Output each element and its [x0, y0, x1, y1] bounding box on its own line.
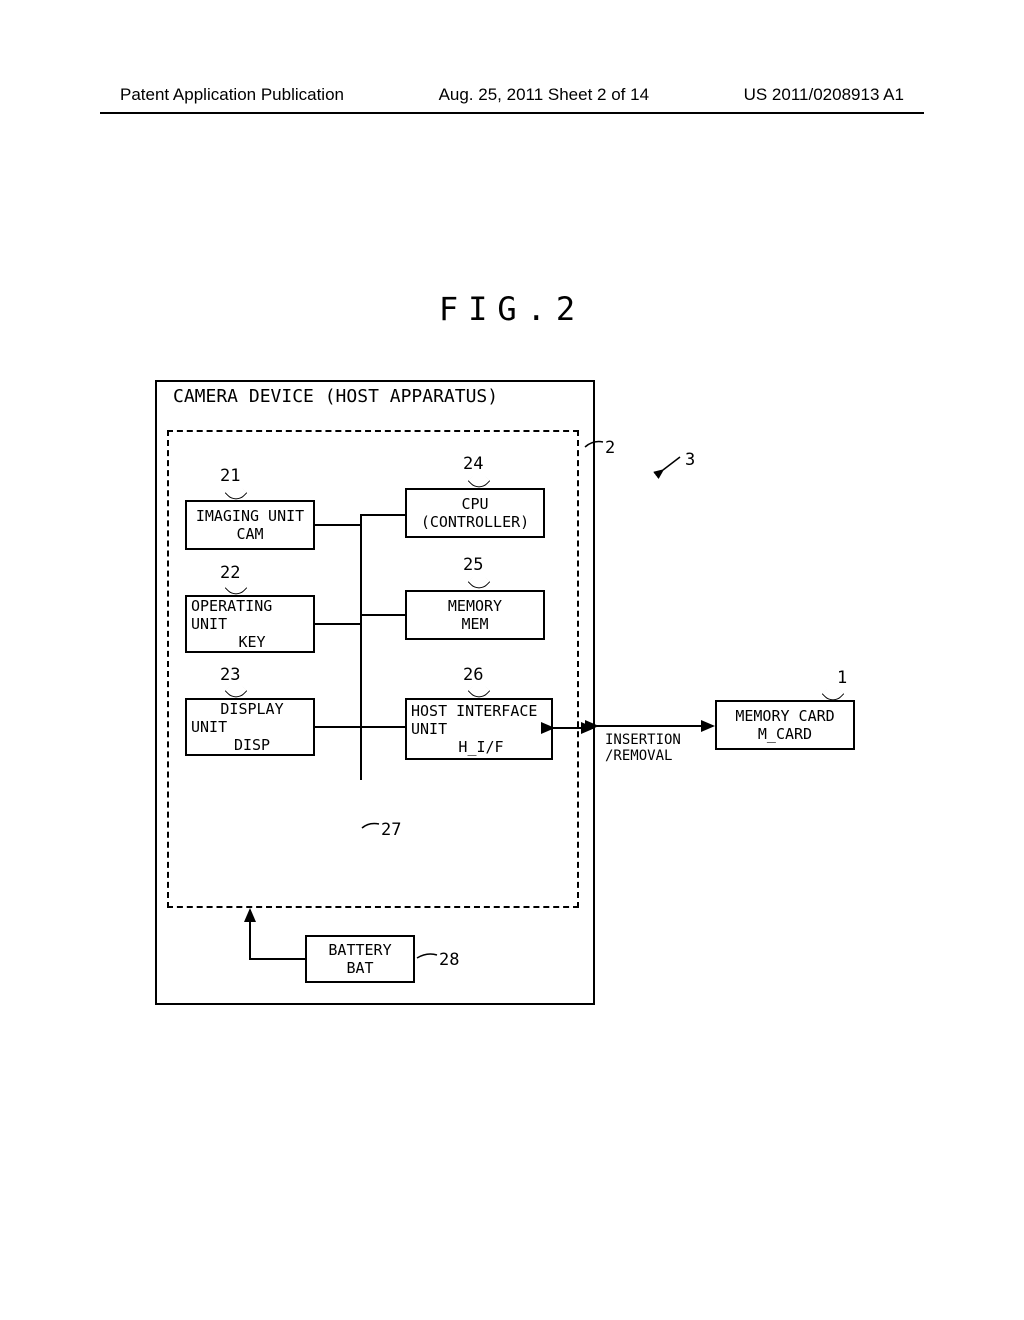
hostif-connector [360, 726, 406, 728]
hostif-line3: H_I/F [458, 738, 503, 756]
insertion-text: INSERTION [605, 732, 681, 748]
memory-connector [360, 614, 406, 616]
header-left: Patent Application Publication [120, 85, 344, 105]
memory-line1: MEMORY [448, 597, 502, 615]
display-line2: UNIT [191, 718, 227, 736]
operating-line3: KEY [238, 633, 265, 651]
imaging-line2: CAM [236, 525, 263, 543]
header-right: US 2011/0208913 A1 [744, 85, 904, 105]
removal-text: /REMOVAL [605, 748, 672, 764]
imaging-connector [315, 524, 361, 526]
hostif-line1: HOST INTERFACE [411, 702, 537, 720]
display-connector [315, 726, 361, 728]
header-center: Aug. 25, 2011 Sheet 2 of 14 [439, 85, 649, 105]
memory-block: MEMORY MEM [405, 590, 545, 640]
battery-block: BATTERY BAT [305, 935, 415, 983]
ref-27: 27 [381, 820, 401, 840]
insertion-label: INSERTION /REMOVAL [605, 732, 681, 764]
ref-1: 1 [837, 668, 847, 688]
operating-connector [315, 623, 361, 625]
header-rule [100, 112, 924, 114]
cpu-line2: (CONTROLLER) [421, 513, 529, 531]
bus-line [360, 515, 362, 780]
battery-line1: BATTERY [328, 941, 391, 959]
block-diagram: CAMERA DEVICE (HOST APPARATUS) IMAGING U… [155, 380, 895, 1010]
battery-line2: BAT [346, 959, 373, 977]
display-unit-block: DISPLAY UNIT DISP [185, 698, 315, 756]
hostif-line2: UNIT [411, 720, 447, 738]
operating-line2: UNIT [191, 615, 227, 633]
memory-line2: MEM [461, 615, 488, 633]
cpu-line1: CPU [461, 495, 488, 513]
host-interface-block: HOST INTERFACE UNIT H_I/F [405, 698, 553, 760]
ref-2: 2 [605, 438, 615, 458]
ref-28: 28 [439, 950, 459, 970]
memory-card-block: MEMORY CARD M_CARD [715, 700, 855, 750]
ref-3: 3 [685, 450, 695, 470]
camera-device-title: CAMERA DEVICE (HOST APPARATUS) [173, 386, 498, 407]
display-line1: DISPLAY [220, 700, 283, 718]
operating-line1: OPERATING [191, 597, 272, 615]
cpu-connector [360, 514, 406, 516]
imaging-unit-block: IMAGING UNIT CAM [185, 500, 315, 550]
figure-title: FIG.2 [0, 290, 1024, 328]
page-header: Patent Application Publication Aug. 25, … [0, 85, 1024, 105]
imaging-line1: IMAGING UNIT [196, 507, 304, 525]
mcard-line1: MEMORY CARD [735, 707, 834, 725]
display-line3: DISP [234, 736, 270, 754]
cpu-block: CPU (CONTROLLER) [405, 488, 545, 538]
mcard-line2: M_CARD [758, 725, 812, 743]
operating-unit-block: OPERATING UNIT KEY [185, 595, 315, 653]
